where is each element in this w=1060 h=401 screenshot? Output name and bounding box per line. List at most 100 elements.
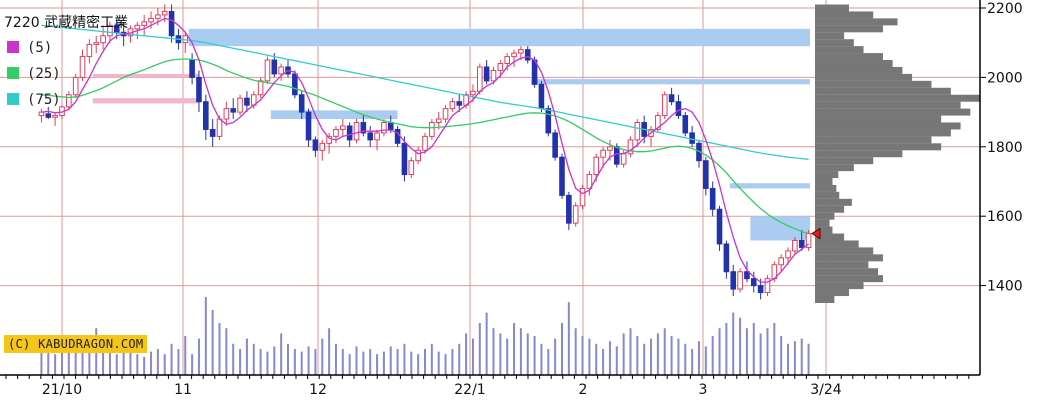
volume-profile-bar [815, 289, 849, 297]
candle-body [148, 17, 154, 23]
candle-body [655, 115, 661, 130]
volume-profile-bar [815, 226, 833, 234]
candle-body [627, 139, 634, 155]
volume-bar [643, 343, 646, 375]
volume-profile-bar [815, 261, 869, 269]
credit-label: (C) KABUDRAGON.COM [4, 335, 148, 353]
volume-profile-bar [815, 46, 864, 54]
volume-profile-bar [815, 219, 830, 227]
x-tick-label: 2 [579, 382, 588, 398]
volume-bar [807, 343, 810, 375]
volume-bar [156, 349, 159, 375]
candle-body [381, 122, 387, 134]
candle-body [435, 118, 442, 124]
volume-profile-bar [815, 254, 883, 262]
volume-bar [362, 351, 365, 375]
candle-body [196, 76, 202, 103]
candle-body [689, 132, 695, 144]
volume-bar [759, 333, 762, 375]
axes: 1400 1600 1800 2000 2200 21/10 11 12 22/1 2 3 3/24 [0, 0, 1023, 398]
volume-profile-bar [815, 136, 932, 144]
volume-bar [136, 354, 139, 375]
volume-profile-bar [815, 212, 835, 220]
candle-body [408, 160, 415, 176]
volume-profile-bar [815, 143, 942, 151]
x-tick-label: 12 [309, 382, 327, 398]
volume-bar [704, 346, 707, 375]
volume-bar [711, 336, 714, 375]
candle-body [161, 10, 168, 16]
candle-body [298, 94, 305, 113]
resistance-zone [531, 79, 810, 85]
ma25-line [41, 58, 809, 235]
volume-profile-bar [815, 4, 849, 12]
candle-body [72, 76, 79, 96]
volume-bar [485, 312, 488, 375]
volume-bar [636, 336, 639, 375]
volume-bar [321, 338, 324, 375]
candle-body [504, 56, 510, 65]
volume-bar [403, 343, 406, 375]
volume-bar [787, 343, 790, 375]
candle-body [353, 122, 360, 141]
volume-profile-bar [815, 150, 903, 158]
y-tick-label: 2200 [987, 1, 1023, 17]
volume-profile-bar [815, 171, 839, 179]
volume-bar [622, 333, 625, 375]
candle-body [387, 122, 394, 130]
volume-bar [739, 317, 742, 375]
candle-body [367, 132, 374, 141]
candle-body [442, 108, 449, 120]
legend-label-ma5: (5) [27, 40, 53, 56]
volume-bar [684, 343, 687, 375]
legend-swatch-ma5 [7, 41, 19, 53]
volume-bar [752, 323, 755, 375]
volume-profile-bar [815, 157, 874, 165]
candle-body [168, 10, 175, 37]
volume-bar [74, 349, 77, 375]
volume-bar [191, 354, 194, 375]
legend-swatch-ma25 [7, 67, 19, 79]
volume-profile-bar [815, 39, 854, 47]
volume-bar [225, 328, 228, 375]
candle-body [476, 66, 483, 92]
candle-body [93, 42, 100, 45]
volume-bar [430, 343, 433, 375]
candle-body [620, 153, 627, 165]
x-tick-label: 22/1 [454, 382, 485, 398]
candle-body [346, 125, 353, 141]
candle-body [237, 97, 243, 113]
candle-body [141, 21, 147, 26]
volume-profile-bar [815, 94, 980, 102]
candle-body [100, 35, 106, 44]
volume-bar [478, 323, 481, 375]
x-tick-label: 3/24 [810, 382, 842, 398]
volume-bar [773, 323, 776, 375]
candle-body [107, 24, 113, 37]
volume-profile-bar [815, 73, 913, 81]
ma5-line [41, 17, 809, 283]
legend-item-ma75: (75) [7, 92, 61, 108]
ma75-line [41, 24, 809, 160]
legend-swatch-ma75 [7, 93, 19, 105]
volume-bar [67, 351, 70, 375]
candle-body [257, 80, 264, 96]
volume-bar [608, 341, 611, 375]
volume-bar [451, 349, 454, 375]
candle-body [319, 142, 326, 151]
candle-body [66, 94, 72, 108]
candle-body [216, 118, 223, 137]
candle-body [579, 187, 586, 207]
moving-averages [41, 17, 821, 283]
candle-body [524, 49, 531, 61]
volume-profile-bar [815, 101, 961, 109]
volume-bar [122, 351, 125, 375]
volume-profile-bar [815, 282, 864, 290]
candle-body [209, 128, 216, 137]
volume-bar [458, 343, 461, 375]
volume-bar [588, 338, 591, 375]
volume-bar [204, 297, 207, 375]
volume-bar [780, 336, 783, 375]
support-zone [92, 98, 199, 104]
